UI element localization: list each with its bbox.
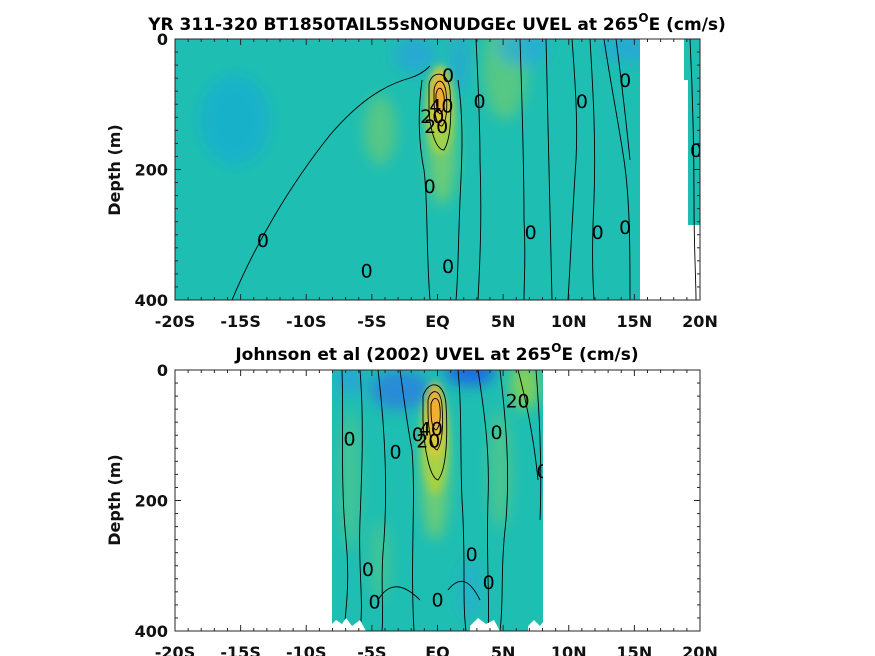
- panel-top-contour-label: 0: [619, 70, 631, 92]
- panel-bottom-contour-label: 0: [491, 422, 503, 444]
- panel-top-x-tick-label: -20S: [155, 312, 195, 331]
- panel-top-no-data-region: [640, 39, 700, 300]
- panel-top-y-tick-label: 400: [135, 291, 168, 310]
- panel-top-contour-label: 0: [424, 176, 436, 198]
- panel-top-contour-label: 0: [442, 256, 454, 278]
- panel-top-x-tick-labels: -20S -15S -10S -5S EQ 5N 10N 15N 20N: [155, 312, 718, 331]
- panel-top-y-tick-label: 200: [135, 161, 168, 180]
- panel-top-title: YR 311-320 BT1850TAIL55sNONUDGEc UVEL at…: [147, 11, 726, 35]
- panel-bottom-x-tick-label: 20N: [682, 643, 718, 656]
- panel-top-contour-label: 20: [424, 116, 448, 138]
- panel-bottom-x-tick-labels: -20S -15S -10S -5S EQ 5N 10N 15N 20N: [155, 643, 718, 656]
- panel-top-x-tick-label: 5N: [491, 312, 516, 331]
- panel-top-y-tick-labels: 0 200 400: [135, 30, 168, 310]
- panel-top-y-tick-label: 0: [157, 30, 168, 49]
- panel-bottom-x-tick-label: EQ: [425, 643, 450, 656]
- panel-bottom-y-tick-label: 200: [135, 492, 168, 511]
- panel-bottom-y-axis-label: Depth (m): [105, 454, 124, 546]
- panel-bottom-contours: [341, 370, 542, 631]
- panel-top-contours: [231, 39, 697, 300]
- panel-top-contour-label: 20: [420, 106, 444, 128]
- panel-top-contour-label: 0: [619, 217, 631, 239]
- panel-bottom-y-tick-label: 0: [157, 361, 168, 380]
- panel-bottom-y-tick-labels: 0 200 400: [135, 361, 168, 641]
- panel-bottom-y-tick-label: 400: [135, 622, 168, 641]
- panel-top-ticks: [174, 38, 701, 301]
- panel-bottom-contour-label: 0: [466, 544, 478, 566]
- panel-bottom-contour-label: 0: [536, 461, 548, 483]
- panel-bottom-ticks: [174, 369, 701, 632]
- panel-top-x-tick-label: -5S: [357, 312, 386, 331]
- panel-top-contour-label: 0: [525, 222, 537, 244]
- panel-bottom-contour-label: 0: [362, 559, 374, 581]
- panel-top-contour-label: 40: [429, 96, 453, 118]
- panel-bottom-contour-label: 20: [505, 391, 529, 413]
- panel-top-contour-label: 0: [257, 230, 269, 252]
- panel-top-contour-label: 0: [473, 91, 485, 113]
- panel-bottom-contour-label: 40: [419, 419, 443, 441]
- panel-top-contour-label: 0: [690, 140, 702, 162]
- panel-top: YR 311-320 BT1850TAIL55sNONUDGEc UVEL at…: [105, 11, 726, 331]
- panel-top-contour-label: 0: [576, 91, 588, 113]
- panel-bottom-contour-label: 0: [344, 429, 356, 451]
- panel-top-contour-label: 0: [361, 261, 373, 283]
- panel-top-x-tick-label: 10N: [551, 312, 587, 331]
- panel-bottom-x-tick-label: 15N: [617, 643, 653, 656]
- panel-bottom-x-tick-label: -10S: [286, 643, 326, 656]
- panel-top-x-tick-label: 15N: [617, 312, 653, 331]
- panel-top-x-tick-label: 20N: [682, 312, 718, 331]
- panel-bottom: Johnson et al (2002) UVEL at 265OE (cm/s…: [105, 341, 718, 656]
- panel-bottom-contour-label: 0: [412, 424, 424, 446]
- panel-top-x-tick-label: EQ: [425, 312, 450, 331]
- panel-bottom-contour-label: 0: [431, 590, 443, 612]
- panel-bottom-contour-label: 0: [368, 592, 380, 614]
- panel-top-contour-label: 0: [592, 222, 604, 244]
- panel-top-x-tick-label: -10S: [286, 312, 326, 331]
- panel-bottom-contour-label: 0: [483, 572, 495, 594]
- panel-bottom-x-tick-label: -20S: [155, 643, 195, 656]
- panel-bottom-x-tick-label: -15S: [220, 643, 260, 656]
- panel-bottom-x-tick-label: 10N: [551, 643, 587, 656]
- panel-top-y-axis-label: Depth (m): [105, 124, 124, 216]
- panel-bottom-contour-label: 0: [389, 442, 401, 464]
- panel-top-contour-label: 0: [442, 65, 454, 87]
- panel-bottom-title: Johnson et al (2002) UVEL at 265OE (cm/s…: [234, 341, 638, 365]
- panel-top-x-tick-label: -15S: [220, 312, 260, 331]
- panel-bottom-x-tick-label: -5S: [357, 643, 386, 656]
- panel-bottom-contour-label: 20: [416, 430, 440, 452]
- panel-bottom-x-tick-label: 5N: [491, 643, 516, 656]
